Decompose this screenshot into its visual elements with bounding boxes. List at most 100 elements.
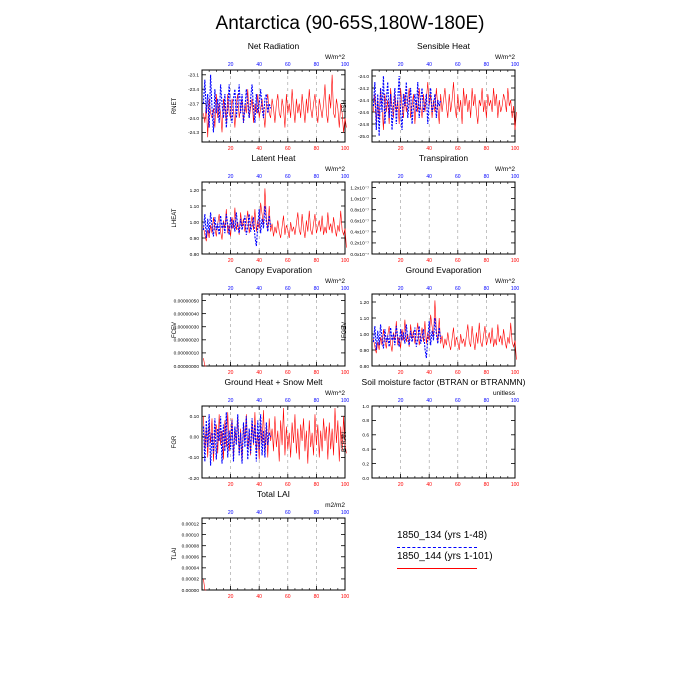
y-tick-label: 0.00012 (182, 521, 200, 527)
x-tick-label-top: 100 (341, 510, 350, 516)
y-tick-label: 0.6x10⁻⁷ (350, 219, 369, 225)
x-tick-label: 40 (256, 146, 262, 152)
units-label: W/m^2 (495, 166, 515, 173)
x-tick-label-top: 100 (511, 62, 520, 68)
x-tick-label-top: 20 (228, 286, 234, 292)
units-label: W/m^2 (325, 54, 345, 61)
y-tick-label: 0.6 (362, 433, 369, 439)
x-tick-label: 20 (228, 258, 234, 264)
x-tick-label: 100 (511, 482, 520, 488)
x-tick-label: 60 (285, 482, 291, 488)
panel-title: Canopy Evaporation (235, 265, 312, 275)
x-tick-label: 60 (285, 146, 291, 152)
y-tick-label: -24.3 (188, 130, 199, 136)
plot-frame (201, 405, 346, 479)
series-line-1850-134 (372, 75, 442, 137)
x-tick-label: 60 (455, 146, 461, 152)
series-line-1850-134 (202, 412, 272, 466)
y-tick-label: 0.80 (360, 364, 370, 370)
y-tick-label: 0.00000050 (174, 298, 200, 304)
y-tick-label: 0.00006 (182, 555, 200, 561)
x-tick-label: 80 (314, 258, 320, 264)
x-tick-label: 20 (228, 594, 234, 600)
y-axis-label: LHEAT (172, 208, 178, 227)
x-tick-label: 80 (484, 370, 490, 376)
x-tick-label-top: 20 (398, 62, 404, 68)
units-label: m2/m2 (325, 502, 345, 509)
x-tick-label-top: 40 (426, 174, 432, 180)
x-tick-label-top: 100 (511, 174, 520, 180)
x-tick-label-top: 40 (426, 398, 432, 404)
panel-title: Total LAI (257, 489, 290, 499)
y-tick-label: -24.4 (358, 98, 369, 104)
x-tick-label: 40 (426, 258, 432, 264)
x-tick-label-top: 60 (455, 286, 461, 292)
y-tick-label: 0.80 (190, 252, 200, 258)
y-tick-label: 0.00008 (182, 543, 200, 549)
x-tick-label: 100 (341, 594, 350, 600)
x-tick-label-top: 20 (228, 62, 234, 68)
y-axis-label: FGR (172, 435, 178, 448)
x-tick-label: 80 (484, 482, 490, 488)
x-tick-label: 80 (314, 370, 320, 376)
series-line-1850-144 (203, 74, 347, 138)
y-tick-label: 1.20 (360, 300, 370, 306)
y-tick-label: 1.00 (190, 220, 200, 226)
y-tick-label: 0.0x10⁻⁷ (350, 252, 369, 258)
y-tick-label: 1.10 (360, 316, 370, 322)
units-label: W/m^2 (495, 278, 515, 285)
x-tick-label: 80 (484, 258, 490, 264)
panel-title: Soil moisture factor (BTRAN or BTRANMN) (362, 377, 526, 387)
y-tick-label: 0.00000030 (174, 325, 200, 331)
y-tick-label: 0.00000000 (174, 364, 200, 370)
x-tick-label: 100 (511, 258, 520, 264)
x-tick-label-top: 80 (484, 62, 490, 68)
panel-canopy-evaporation: Canopy Evaporation W/m^2 FCEV 20 40 60 80 100 20… (172, 265, 349, 376)
y-tick-label: 0.00 (190, 435, 200, 441)
y-tick-label: -24.2 (358, 86, 369, 92)
y-tick-label: 0.90 (190, 236, 200, 242)
y-tick-label: 0.0 (362, 476, 369, 482)
x-tick-label: 40 (256, 482, 262, 488)
y-tick-label: 0.8x10⁻⁷ (350, 207, 369, 213)
panel-latent-heat: Latent Heat W/m^2 LHEAT 20 40 60 80 100 20 40 60 80… (172, 153, 349, 264)
x-tick-label-top: 60 (285, 174, 291, 180)
series-line-1850-134 (202, 74, 272, 133)
x-tick-label-top: 100 (341, 174, 350, 180)
panel-sensible-heat: Sensible Heat W/m^2 FSH 20 40 60 80 100 20 40 60 80… (342, 41, 519, 152)
y-tick-label: 0.4 (362, 447, 369, 453)
x-tick-label: 100 (341, 258, 350, 264)
x-tick-label: 60 (455, 258, 461, 264)
panel-net-radiation: Net Radiation W/m^2 RNET 20 40 60 80 100 20 40 60 8… (172, 41, 349, 152)
x-tick-label: 80 (314, 594, 320, 600)
y-tick-label: 0.2 (362, 461, 369, 467)
units-label: W/m^2 (325, 390, 345, 397)
legend-label-1850-144: 1850_144 (yrs 1-101) (397, 551, 493, 562)
x-tick-label: 60 (455, 482, 461, 488)
y-tick-label: 0.00000020 (174, 338, 200, 344)
x-tick-label-top: 100 (341, 398, 350, 404)
y-tick-label: 0.2x10⁻⁷ (350, 241, 369, 247)
y-tick-label: -0.20 (188, 476, 199, 482)
x-tick-label-top: 20 (228, 398, 234, 404)
units-label: unitless (493, 390, 516, 397)
x-tick-label: 20 (398, 258, 404, 264)
legend-label-1850-134: 1850_134 (yrs 1-48) (397, 530, 488, 541)
panel-title: Net Radiation (248, 41, 300, 51)
series-line-1850-144 (203, 358, 207, 367)
series-line-1850-144 (373, 300, 517, 360)
legend-line-1850-134 (397, 547, 477, 548)
x-tick-label: 100 (341, 482, 350, 488)
panels: Net Radiation W/m^2 RNET 20 40 60 80 100 20 40 60 8… (172, 41, 526, 600)
x-tick-label-top: 80 (314, 398, 320, 404)
series-line-1850-144 (203, 578, 207, 591)
y-tick-label: 0.00000040 (174, 311, 200, 317)
plot-frame (201, 517, 346, 591)
panel-title: Ground Heat + Snow Melt (224, 377, 323, 387)
y-tick-label: 0.4x10⁻⁷ (350, 230, 369, 236)
y-tick-label: -0.10 (188, 455, 199, 461)
x-tick-label-top: 60 (285, 398, 291, 404)
x-tick-label: 100 (511, 370, 520, 376)
